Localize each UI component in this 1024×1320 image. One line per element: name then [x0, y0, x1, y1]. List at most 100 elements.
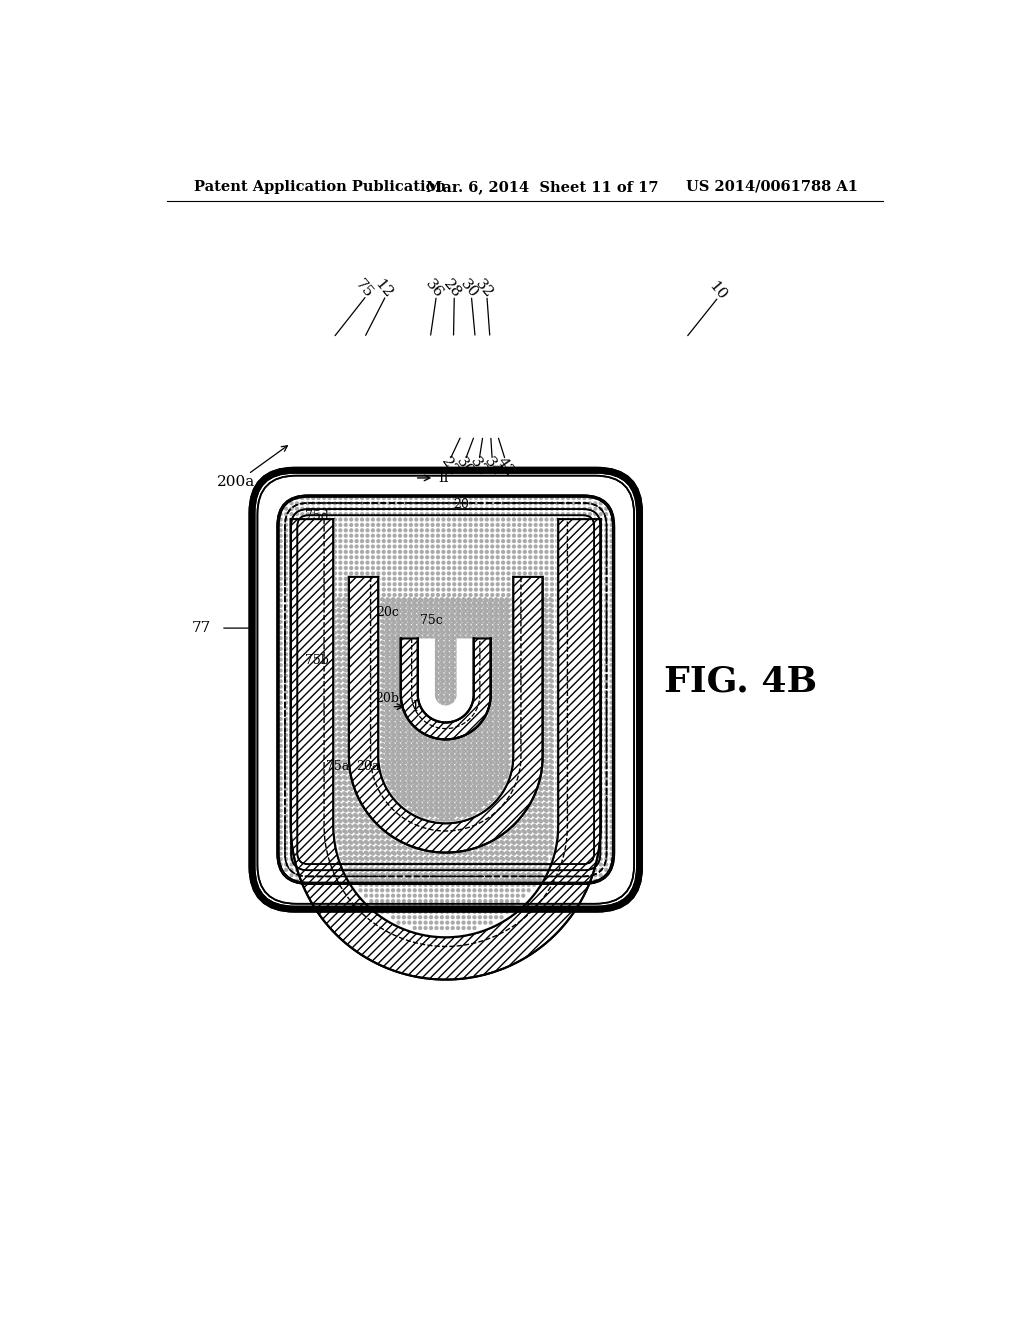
Circle shape — [500, 598, 503, 601]
Circle shape — [459, 809, 461, 812]
Circle shape — [436, 723, 439, 726]
Circle shape — [540, 659, 543, 661]
Circle shape — [522, 867, 524, 870]
Circle shape — [462, 785, 464, 788]
Circle shape — [453, 653, 456, 656]
Circle shape — [408, 824, 411, 828]
Circle shape — [484, 878, 486, 880]
Circle shape — [467, 667, 470, 669]
Circle shape — [396, 634, 399, 636]
Circle shape — [420, 755, 423, 758]
Circle shape — [478, 652, 481, 655]
Circle shape — [410, 799, 413, 801]
Circle shape — [467, 715, 470, 718]
Circle shape — [485, 502, 488, 504]
Circle shape — [348, 603, 351, 606]
Circle shape — [296, 825, 298, 828]
Circle shape — [452, 906, 454, 908]
Circle shape — [339, 631, 342, 634]
Circle shape — [410, 701, 413, 704]
Circle shape — [495, 609, 498, 611]
Circle shape — [594, 659, 597, 661]
Circle shape — [359, 851, 361, 854]
Circle shape — [414, 657, 416, 660]
Circle shape — [473, 609, 476, 611]
Circle shape — [485, 540, 488, 543]
Circle shape — [414, 738, 416, 741]
Circle shape — [312, 496, 314, 499]
Circle shape — [385, 698, 388, 701]
Circle shape — [518, 685, 521, 688]
Circle shape — [484, 836, 486, 838]
Circle shape — [312, 519, 314, 521]
Circle shape — [527, 722, 530, 725]
Circle shape — [348, 797, 351, 800]
Circle shape — [359, 684, 361, 686]
Circle shape — [372, 804, 375, 807]
Circle shape — [280, 540, 282, 543]
Circle shape — [523, 615, 526, 618]
Circle shape — [561, 739, 564, 742]
Circle shape — [490, 771, 494, 775]
Circle shape — [589, 777, 591, 780]
Circle shape — [464, 589, 467, 591]
Circle shape — [527, 700, 530, 704]
Circle shape — [516, 717, 519, 719]
Circle shape — [376, 776, 378, 779]
Circle shape — [372, 572, 375, 574]
Circle shape — [415, 620, 418, 623]
Circle shape — [334, 696, 336, 698]
Circle shape — [386, 878, 389, 880]
Circle shape — [419, 614, 422, 616]
Circle shape — [370, 873, 373, 875]
Circle shape — [495, 598, 498, 601]
Circle shape — [386, 862, 389, 865]
Circle shape — [478, 803, 481, 805]
Circle shape — [420, 540, 423, 543]
Circle shape — [502, 874, 505, 876]
Circle shape — [360, 535, 364, 537]
Circle shape — [490, 664, 494, 667]
Circle shape — [523, 830, 526, 833]
Circle shape — [442, 566, 444, 569]
Circle shape — [583, 729, 586, 731]
Circle shape — [551, 631, 553, 634]
Circle shape — [477, 656, 480, 659]
Circle shape — [408, 841, 411, 843]
Circle shape — [367, 820, 369, 822]
Circle shape — [483, 768, 486, 772]
Circle shape — [522, 657, 524, 660]
Circle shape — [462, 873, 465, 875]
Circle shape — [343, 797, 346, 800]
Circle shape — [447, 583, 451, 586]
Circle shape — [290, 502, 293, 504]
Circle shape — [556, 502, 559, 504]
Circle shape — [474, 750, 477, 752]
Circle shape — [339, 615, 342, 618]
Circle shape — [348, 803, 351, 805]
Circle shape — [567, 502, 569, 504]
Circle shape — [467, 618, 470, 620]
Circle shape — [469, 788, 472, 791]
Circle shape — [469, 512, 472, 516]
Circle shape — [434, 656, 437, 659]
Circle shape — [344, 507, 347, 510]
Circle shape — [301, 739, 304, 742]
Circle shape — [556, 820, 559, 822]
Circle shape — [480, 496, 482, 499]
Circle shape — [527, 647, 530, 649]
Circle shape — [495, 857, 498, 859]
Circle shape — [280, 605, 282, 607]
Circle shape — [477, 612, 480, 615]
Circle shape — [505, 758, 508, 760]
Circle shape — [370, 759, 373, 763]
Circle shape — [578, 718, 581, 721]
Circle shape — [561, 610, 564, 612]
Circle shape — [489, 668, 493, 671]
Circle shape — [391, 846, 394, 849]
Circle shape — [544, 717, 547, 719]
Circle shape — [480, 680, 482, 682]
Circle shape — [402, 678, 406, 681]
Circle shape — [522, 689, 524, 692]
Circle shape — [505, 688, 508, 690]
